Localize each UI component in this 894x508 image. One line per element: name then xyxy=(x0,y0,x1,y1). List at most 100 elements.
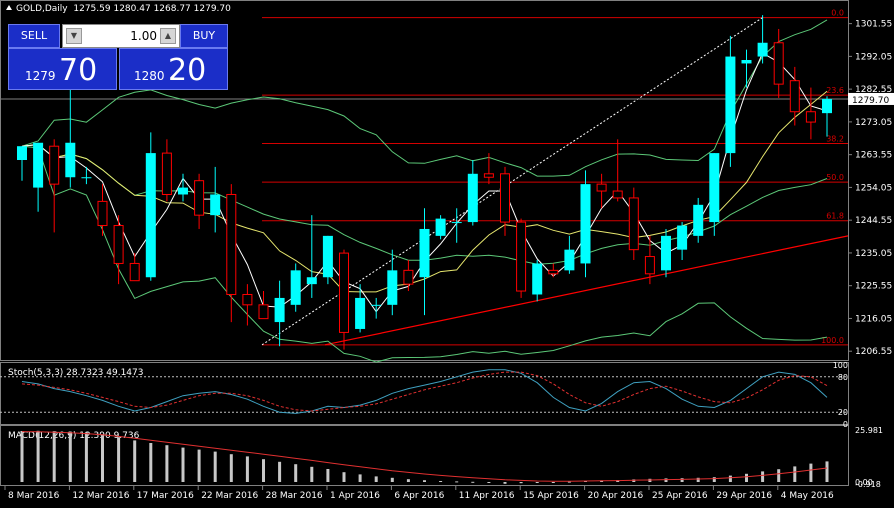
candle-body-bear xyxy=(161,152,172,195)
candle-body-bull xyxy=(822,98,832,114)
fibonacci-level-label: 38.2 xyxy=(826,134,844,143)
price-tick-label: 1206.55 xyxy=(855,347,892,357)
macd-histogram-bar xyxy=(165,445,169,482)
candle-body-bull xyxy=(178,187,188,195)
macd-histogram-bar xyxy=(503,482,507,484)
macd-histogram-bar xyxy=(342,472,346,482)
macd-histogram-bar xyxy=(728,475,732,482)
macd-histogram-bar xyxy=(535,482,539,483)
candle-body-bear xyxy=(242,293,253,306)
stoch-panel-border xyxy=(0,362,849,425)
fibonacci-trend-line xyxy=(261,17,763,346)
macd-histogram-bar xyxy=(133,440,137,482)
price-tick-label: 1273.05 xyxy=(855,118,892,128)
buy-button[interactable]: BUY xyxy=(180,24,228,48)
candle-body-bull xyxy=(419,228,430,278)
date-tick-label: 29 Apr 2016 xyxy=(716,491,772,501)
stoch-signal-line xyxy=(21,371,828,412)
one-click-trading-panel: SELL ▼ 1.00 ▲ BUY 1279 70 1280 20 xyxy=(8,24,228,90)
candle-body-bull xyxy=(741,60,752,64)
stoch-tick-label: 0 xyxy=(843,420,848,429)
candle-body-bull xyxy=(467,173,478,223)
candle-body-bull xyxy=(65,142,76,178)
price-tick-label: 1235.05 xyxy=(855,249,892,259)
bollinger-lower-line xyxy=(21,145,828,363)
candle-body-bull xyxy=(274,297,285,323)
buy-price-small: 1280 xyxy=(134,69,165,83)
stoch-main-line xyxy=(21,369,828,414)
macd-histogram-bar xyxy=(519,482,523,484)
date-tick-label: 22 Mar 2016 xyxy=(201,491,258,501)
macd-histogram-bar xyxy=(20,431,24,482)
date-tick-label: 17 Mar 2016 xyxy=(137,491,194,501)
macd-histogram-bar xyxy=(406,479,410,482)
price-tick-label: 1263.55 xyxy=(855,151,892,161)
macd-histogram-bar xyxy=(117,437,121,482)
macd-histogram-bar xyxy=(52,431,56,482)
macd-tick-label: -0.918 xyxy=(855,480,881,489)
candle-body-bull xyxy=(757,42,768,57)
macd-histogram-bar xyxy=(680,478,684,482)
macd-histogram-bar xyxy=(471,481,475,483)
date-tick-label: 25 Apr 2016 xyxy=(652,491,708,501)
macd-histogram-bar xyxy=(68,431,72,482)
date-tick-label: 1 Apr 2016 xyxy=(330,491,380,501)
macd-tick-label: 0.00 xyxy=(855,478,873,487)
low-value: 1268.77 xyxy=(153,4,191,14)
candle-body-bear xyxy=(516,221,527,292)
price-tick-label: 1301.55 xyxy=(855,20,892,30)
candle-body-bull xyxy=(580,184,591,264)
macd-histogram-bar xyxy=(439,481,443,482)
decrease-arrow-icon[interactable]: ▼ xyxy=(66,28,82,44)
fibonacci-level-label: 61.8 xyxy=(826,212,844,221)
candle-body-bull xyxy=(564,249,575,271)
macd-histogram-bar xyxy=(197,449,201,482)
sell-price-box[interactable]: 1279 70 xyxy=(8,48,117,90)
macd-histogram-bar xyxy=(278,461,282,482)
macd-histogram-bar xyxy=(101,434,104,482)
candle-body-bear xyxy=(500,173,510,223)
macd-histogram-bar xyxy=(487,482,491,483)
fibonacci-level-label: 23.6 xyxy=(826,86,844,95)
macd-histogram-bar xyxy=(213,451,217,482)
candle-body-bull xyxy=(322,235,333,278)
date-tick-label: 12 Mar 2016 xyxy=(72,491,129,501)
main-panel-border xyxy=(0,0,849,361)
macd-histogram-bar xyxy=(455,481,459,483)
candle-body-bear xyxy=(789,80,800,113)
stoch-title: Stoch(5,3,3) 28.7323 49.1473 xyxy=(8,368,143,378)
candle-body-bull xyxy=(451,222,462,224)
candle-body-bear xyxy=(49,145,60,185)
sell-button[interactable]: SELL xyxy=(8,24,60,48)
candle-body-bear xyxy=(226,193,237,295)
macd-histogram-bar xyxy=(326,469,330,482)
macd-histogram-bar xyxy=(809,463,813,482)
price-tick-label: 1292.05 xyxy=(855,52,892,62)
macd-histogram-bar xyxy=(777,469,781,482)
lot-size-field[interactable]: ▼ 1.00 ▲ xyxy=(62,24,180,48)
macd-histogram-bar xyxy=(390,477,394,482)
candle-body-bull xyxy=(306,277,317,285)
close-value: 1279.70 xyxy=(193,4,231,14)
macd-histogram-bar xyxy=(149,443,153,482)
lot-size-value[interactable]: 1.00 xyxy=(130,29,157,43)
date-tick-label: 11 Apr 2016 xyxy=(459,491,515,501)
candle-body-bear xyxy=(805,111,816,123)
candle-body-bear xyxy=(612,190,623,199)
chart-header: GOLD,Daily 1275.59 1280.47 1268.77 1279.… xyxy=(6,4,231,14)
candle-body-bull xyxy=(290,270,301,305)
increase-arrow-icon[interactable]: ▲ xyxy=(160,28,176,44)
candle-body-bear xyxy=(113,225,124,264)
candle-body-bull xyxy=(81,177,92,179)
candle-body-bull xyxy=(355,297,366,329)
macd-histogram-bar xyxy=(712,477,716,482)
macd-histogram-bar xyxy=(761,471,765,482)
candle-body-bull xyxy=(17,146,27,160)
candle-body-bear xyxy=(628,197,639,251)
price-tick-label: 1244.55 xyxy=(855,216,892,226)
candle-body-bear xyxy=(644,256,655,275)
buy-price-box[interactable]: 1280 20 xyxy=(119,48,228,90)
candle-body-bull xyxy=(435,218,446,236)
bollinger-upper-line xyxy=(21,19,828,177)
candle-body-bear xyxy=(548,269,559,275)
